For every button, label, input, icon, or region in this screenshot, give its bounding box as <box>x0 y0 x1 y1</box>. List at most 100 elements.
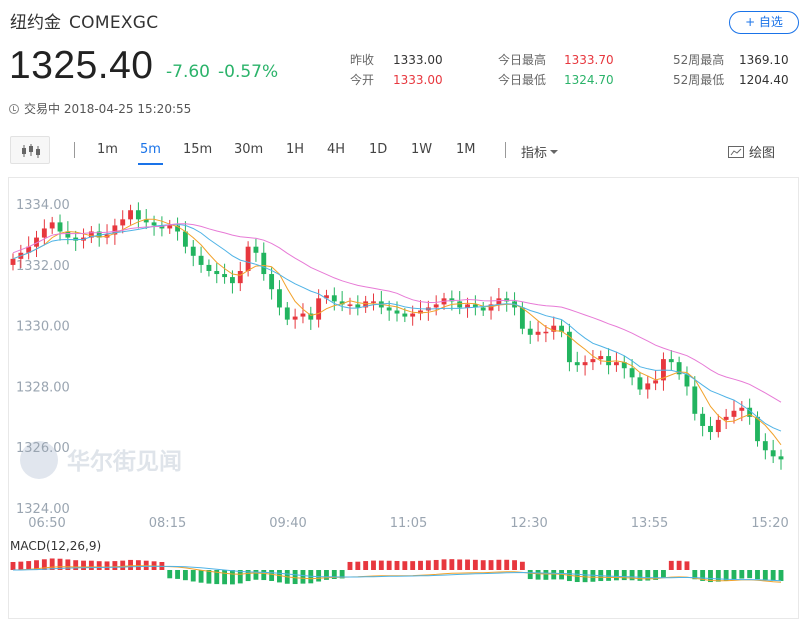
candlestick-type-button[interactable] <box>10 136 50 164</box>
macd-bar <box>229 570 235 585</box>
y-tick-label: 1326.00 <box>16 441 70 456</box>
indicator-dropdown[interactable]: 指标 <box>521 142 559 161</box>
candle-body <box>433 304 439 308</box>
stat-day-low: 1324.70 <box>564 73 614 87</box>
macd-bar <box>269 570 275 581</box>
stat-52w-low: 1204.40 <box>739 73 789 87</box>
instrument-symbol: COMEXGC <box>69 13 159 33</box>
candle-body <box>363 301 369 308</box>
interval-1h[interactable]: 1H <box>286 142 305 157</box>
macd-bar <box>104 561 110 570</box>
macd-bar <box>402 561 408 570</box>
x-tick-label: 15:20 <box>751 516 788 531</box>
stat-52w-high: 1369.10 <box>739 53 789 67</box>
macd-dea-line <box>13 565 782 582</box>
candle-body <box>676 362 682 375</box>
candle-body <box>480 307 486 311</box>
candle-body <box>41 228 47 238</box>
candle-body <box>135 210 141 220</box>
candle-body <box>457 301 463 308</box>
candle-body <box>88 231 94 238</box>
ma-short-line <box>12 218 782 446</box>
macd-bar <box>120 560 126 570</box>
x-tick-label: 11:05 <box>390 516 427 531</box>
candle-body <box>245 246 251 271</box>
macd-bar <box>668 560 674 570</box>
candle-body <box>73 237 79 241</box>
interval-1w[interactable]: 1W <box>411 142 433 157</box>
draw-tool-button[interactable]: 绘图 <box>728 142 775 161</box>
candle-body <box>253 246 259 253</box>
last-price: 1325.40 <box>9 44 154 87</box>
macd-bar <box>324 570 329 580</box>
macd-bar <box>755 570 760 580</box>
change-value: -7.60 <box>166 62 210 82</box>
interval-4h[interactable]: 4H <box>327 142 346 157</box>
macd-bar <box>731 570 737 580</box>
candle-body <box>167 225 173 229</box>
macd-bar <box>535 570 541 580</box>
macd-bar <box>57 558 63 570</box>
candle-body <box>504 298 510 302</box>
chart-area[interactable]: 华尔街见闻 1334.00 1332.00 1330.00 1328.00 1326.00… <box>8 177 799 619</box>
add-watchlist-button[interactable]: + 自选 <box>729 11 799 34</box>
candle-body <box>277 289 282 308</box>
candle-body <box>26 246 32 253</box>
candle-body <box>715 419 721 433</box>
macd-bar <box>300 570 306 584</box>
candlestick-icon <box>22 144 40 158</box>
candle-body <box>229 277 235 284</box>
candle-body <box>284 307 290 320</box>
price-chart-svg[interactable]: 华尔街见闻 1334.00 1332.00 1330.00 1328.00 1326.00… <box>9 178 800 620</box>
macd-bar <box>18 561 24 570</box>
toolbar-divider <box>505 142 506 158</box>
candle-body <box>762 441 768 451</box>
interval-1d[interactable]: 1D <box>369 142 388 157</box>
macd-bar <box>65 559 71 570</box>
macd-bar <box>363 561 369 570</box>
macd-bar <box>237 570 243 584</box>
toolbar-divider <box>74 142 75 158</box>
candle-body <box>339 301 345 305</box>
interval-15m[interactable]: 15m <box>183 142 213 157</box>
candle-body <box>488 304 494 311</box>
candle-body <box>222 274 228 278</box>
macd-bar <box>527 570 533 580</box>
candle-body <box>112 225 118 235</box>
candle-body <box>206 264 212 271</box>
candle-body <box>465 304 470 308</box>
candle-body <box>527 328 533 335</box>
stat-prev-close: 1333.00 <box>393 53 443 67</box>
macd-bar <box>661 570 666 579</box>
macd-bar <box>182 570 188 581</box>
macd-bar <box>96 561 102 570</box>
macd-bar <box>73 560 79 570</box>
macd-bar <box>277 570 282 583</box>
macd-bar <box>128 559 133 570</box>
candle-body <box>237 271 243 284</box>
interval-1m-month[interactable]: 1M <box>456 142 476 157</box>
candle-body <box>261 252 267 275</box>
macd-bar <box>253 570 259 580</box>
interval-30m[interactable]: 30m <box>234 142 264 157</box>
interval-1m[interactable]: 1m <box>97 142 118 157</box>
macd-bar <box>606 570 612 581</box>
stat-day-high: 1333.70 <box>564 53 614 67</box>
y-tick-label: 1324.00 <box>16 502 70 517</box>
macd-bar <box>347 561 353 570</box>
interval-5m[interactable]: 5m <box>138 142 163 165</box>
candle-body <box>65 231 71 238</box>
macd-bar <box>418 560 423 570</box>
candle-body <box>159 225 165 229</box>
macd-bar <box>770 570 776 581</box>
candle-body <box>96 231 102 238</box>
candle-body <box>708 425 713 433</box>
macd-bar <box>316 570 322 582</box>
candle-body <box>143 219 149 223</box>
instrument-name: 纽约金 <box>10 13 61 33</box>
candle-body <box>692 386 698 414</box>
macd-bar <box>261 570 267 581</box>
stat-label: 今日最低 <box>498 73 547 87</box>
macd-bar <box>613 570 619 581</box>
change-percent: -0.57% <box>218 62 279 82</box>
